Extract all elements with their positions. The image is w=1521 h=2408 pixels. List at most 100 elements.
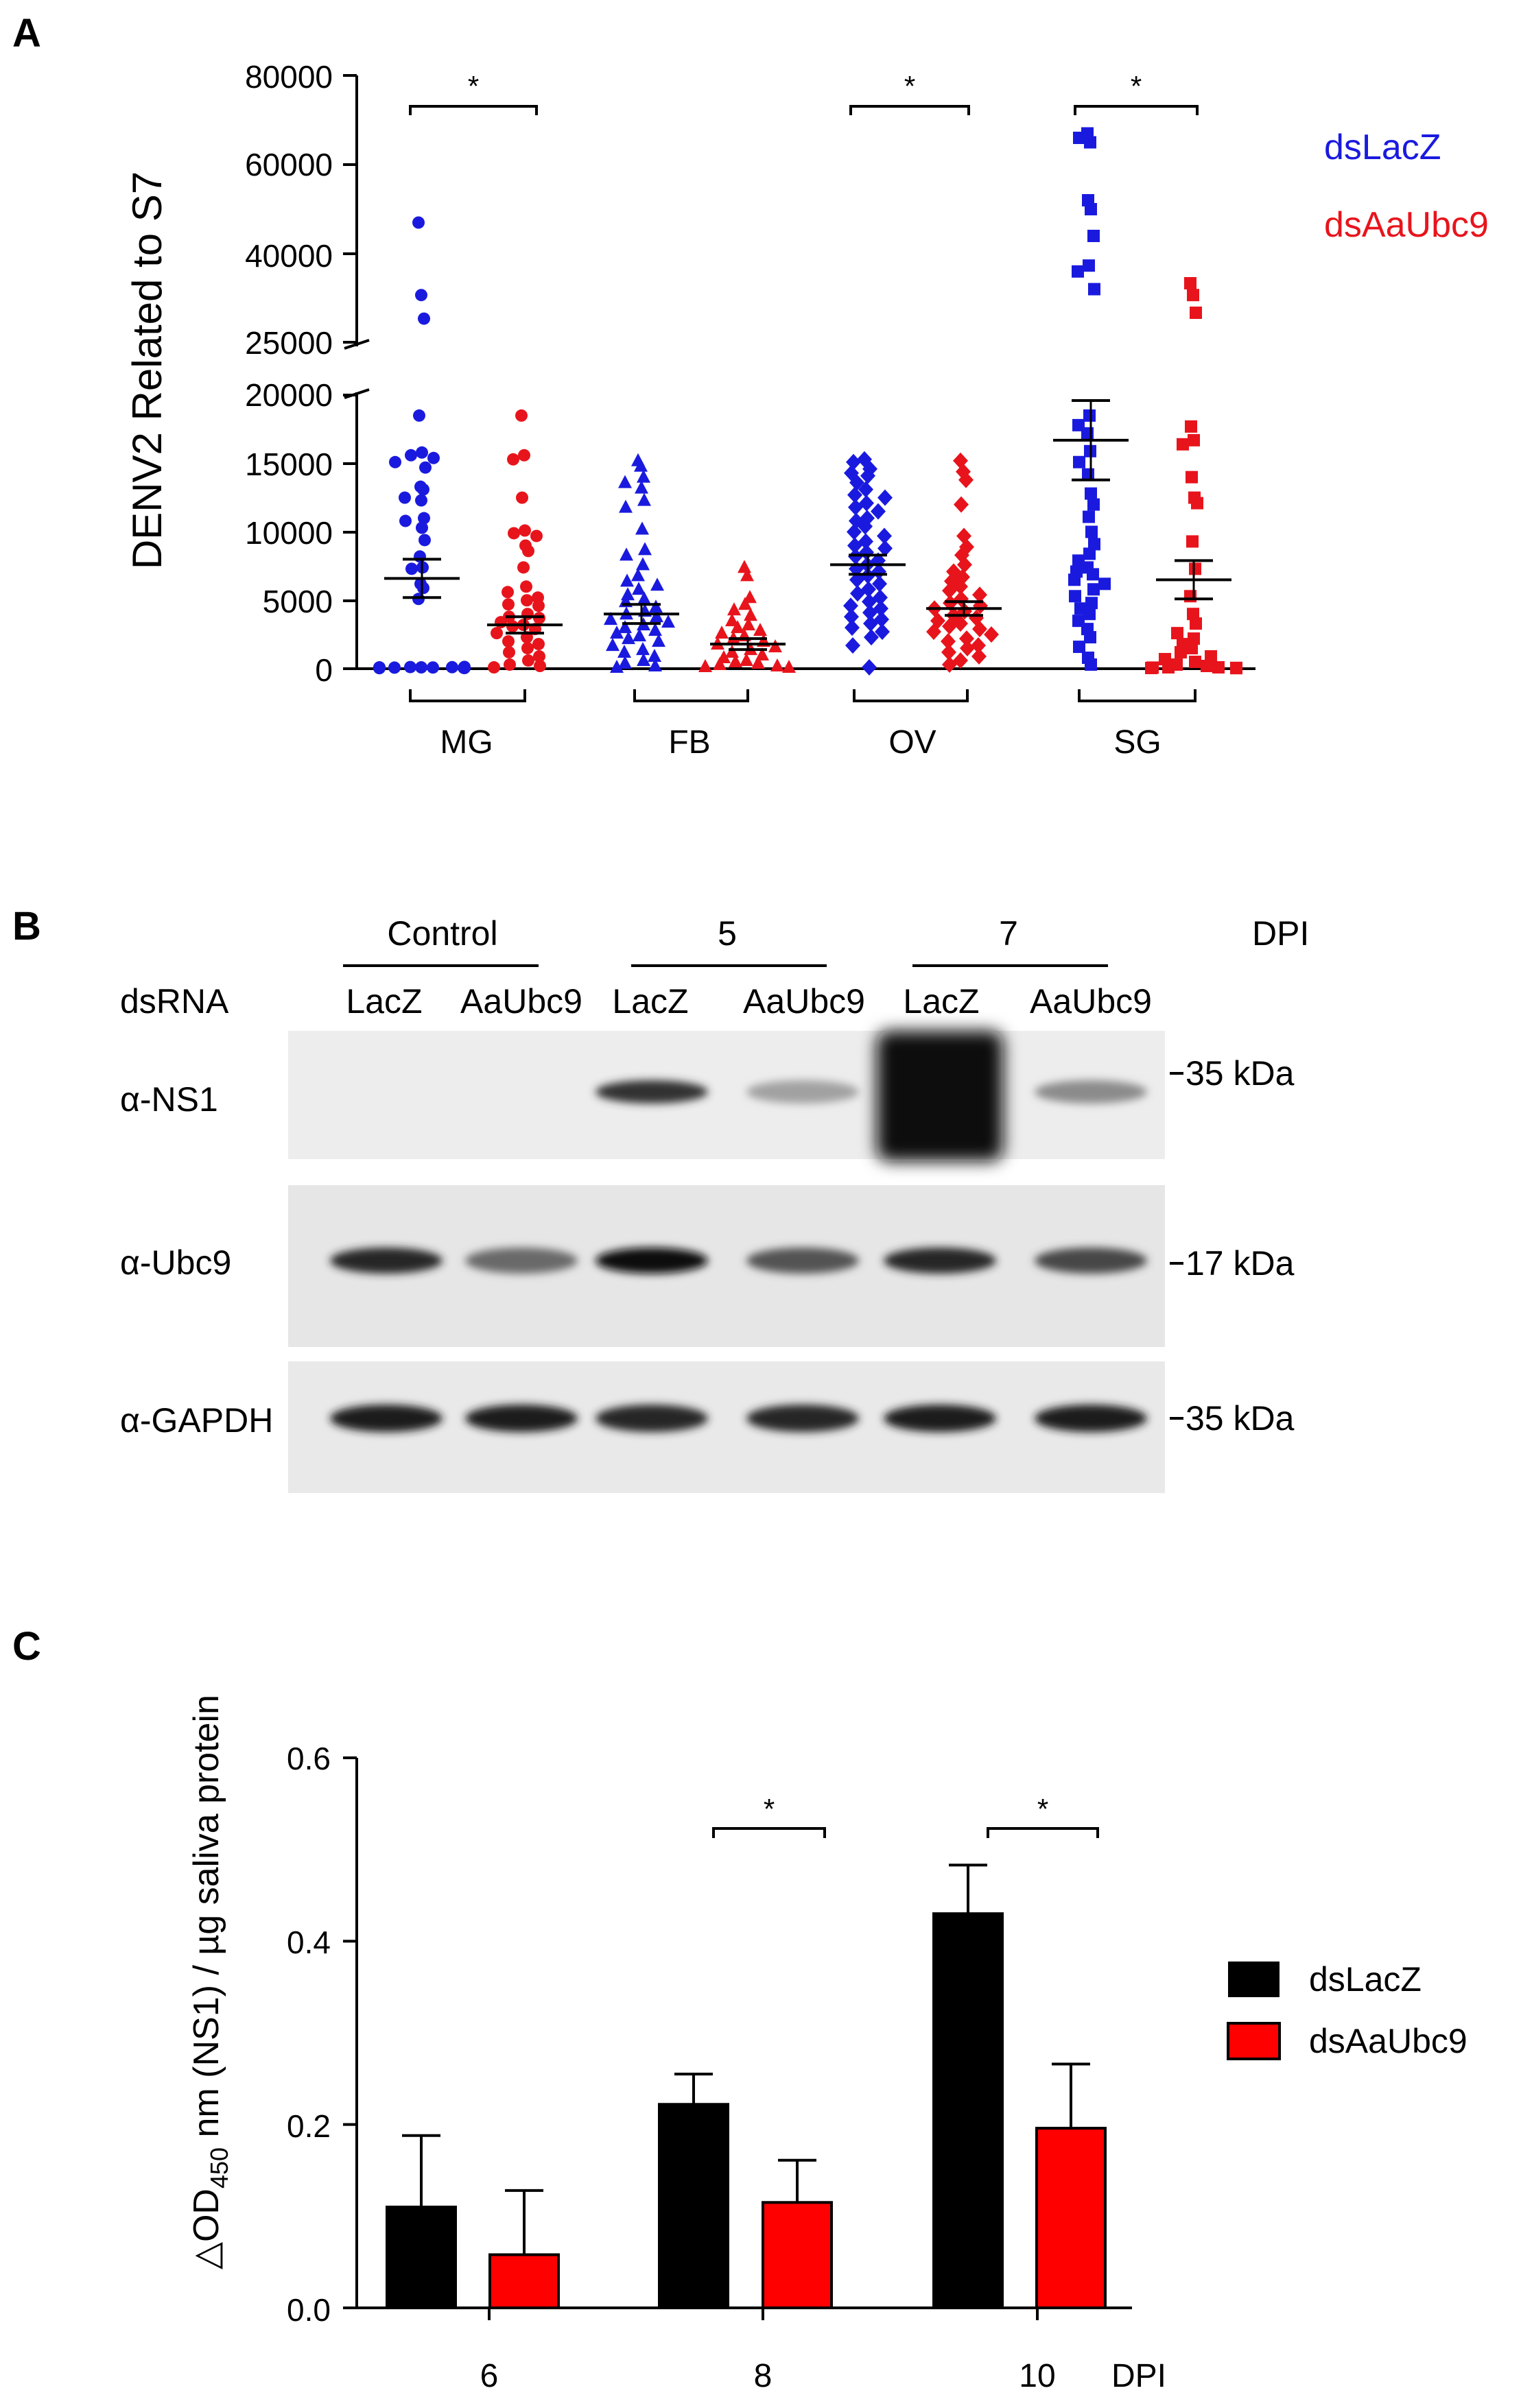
marker-35kda: 35 kDa xyxy=(1186,1054,1295,1093)
axis-break-mark xyxy=(344,339,370,350)
data-point-circle xyxy=(519,524,531,537)
data-point-circle xyxy=(389,455,401,468)
blot-band xyxy=(465,1405,578,1432)
y-tick-label: 5000 xyxy=(263,584,333,619)
data-point-triangle xyxy=(725,613,739,627)
data-point-square xyxy=(1069,590,1081,603)
panel-a-y-axis xyxy=(343,74,1255,670)
bar xyxy=(658,2103,729,2309)
data-point-triangle xyxy=(648,658,662,672)
marker-17kda: 17 kDa xyxy=(1186,1244,1295,1283)
panel-a-category-labels: MG FB OV SG xyxy=(440,724,1161,761)
data-point-diamond xyxy=(959,630,974,647)
data-point-square xyxy=(1230,662,1242,675)
data-point-circle xyxy=(415,289,427,302)
blot-band xyxy=(1035,1080,1147,1104)
y-tick-label: 20000 xyxy=(245,377,333,413)
category-bracket xyxy=(409,689,526,702)
data-point-diamond xyxy=(862,593,877,610)
data-point-square xyxy=(1085,658,1097,671)
data-point-square xyxy=(1191,497,1203,510)
significance-star: * xyxy=(904,70,915,102)
data-point-circle xyxy=(418,512,430,525)
data-point-diamond xyxy=(847,537,862,554)
panel-a-tick-labels: 80000 60000 40000 25000 20000 15000 1000… xyxy=(245,59,333,688)
data-point-square xyxy=(1072,265,1084,278)
data-point-circle xyxy=(534,660,546,673)
significance-bracket xyxy=(409,105,538,115)
data-point-square xyxy=(1073,455,1085,468)
data-point-triangle xyxy=(698,659,712,673)
data-point-circle xyxy=(504,658,516,671)
blot-band xyxy=(1035,1405,1147,1432)
data-point-diamond xyxy=(877,489,893,506)
ylabel-subscript: 450 xyxy=(205,2147,233,2189)
data-point-circle xyxy=(522,654,534,667)
panel-c-x-labels: 6 8 10 DPI xyxy=(480,2358,1166,2394)
dsrna-label: dsRNA xyxy=(120,982,229,1021)
data-point-triangle xyxy=(632,582,646,595)
data-point-triangle xyxy=(715,625,729,639)
blot-band xyxy=(884,1248,996,1274)
lane-labels: LacZ AaUbc9 LacZ AaUbc9 LacZ AaUbc9 xyxy=(346,982,1152,1021)
data-point-square xyxy=(1187,289,1199,302)
legend-dsaaubc9: dsAaUbc9 xyxy=(1324,205,1489,245)
data-point-diamond xyxy=(843,597,858,615)
data-point-triangle xyxy=(753,623,767,636)
data-point-square xyxy=(1085,487,1097,500)
data-point-circle xyxy=(404,660,416,673)
panel-c-significance: * * xyxy=(712,1793,1099,1838)
data-point-triangle xyxy=(738,560,751,573)
blot-band xyxy=(877,1031,1003,1161)
y-tick-label: 15000 xyxy=(245,446,333,482)
blot-band xyxy=(596,1080,708,1104)
data-point-square xyxy=(1085,203,1097,215)
data-point-circle xyxy=(418,312,430,325)
data-point-triangle xyxy=(606,638,620,652)
x-category-label: 10 xyxy=(1019,2358,1055,2394)
data-point-circle xyxy=(416,446,428,459)
data-point-circle xyxy=(427,661,439,674)
panel-a-significance: * * * xyxy=(409,70,1199,115)
data-point-triangle xyxy=(650,577,664,591)
lane-label: AaUbc9 xyxy=(1030,982,1152,1021)
data-point-diamond xyxy=(942,656,957,673)
panel-a-legend: dsLacZ dsAaUbc9 xyxy=(1324,128,1489,245)
category-bracket xyxy=(1078,689,1196,702)
data-point-circle xyxy=(414,550,426,563)
data-point-circle xyxy=(517,561,530,574)
panel-a-points xyxy=(373,127,1242,676)
data-point-circle xyxy=(417,582,429,595)
data-point-diamond xyxy=(862,659,877,676)
data-point-diamond xyxy=(846,453,861,470)
data-point-diamond xyxy=(863,615,878,632)
data-point-circle xyxy=(522,545,534,558)
significance-star: * xyxy=(468,70,479,102)
data-point-diamond xyxy=(941,644,956,661)
data-point-square xyxy=(1068,573,1081,586)
data-point-circle xyxy=(405,562,418,575)
data-point-square xyxy=(1088,283,1100,296)
data-point-square xyxy=(1185,420,1197,433)
data-point-circle xyxy=(427,451,440,464)
data-point-diamond xyxy=(957,556,972,573)
data-point-square xyxy=(1084,136,1096,149)
data-point-diamond xyxy=(942,582,957,599)
data-point-square xyxy=(1187,608,1199,621)
data-point-diamond xyxy=(960,640,975,657)
blot-band xyxy=(1035,1248,1147,1274)
data-point-circle xyxy=(405,449,417,462)
data-point-diamond xyxy=(971,637,986,654)
data-point-circle xyxy=(503,646,515,659)
data-point-square xyxy=(1189,656,1201,669)
x-category-label: SG xyxy=(1113,724,1161,761)
bar xyxy=(488,2253,560,2310)
significance-star: * xyxy=(1131,70,1142,102)
blot-band xyxy=(884,1405,996,1432)
data-point-square xyxy=(1087,568,1099,581)
data-point-circle xyxy=(502,635,515,648)
data-point-diamond xyxy=(871,503,886,520)
data-point-triangle xyxy=(661,615,675,628)
data-point-square xyxy=(1083,608,1096,621)
data-point-circle xyxy=(412,216,425,229)
